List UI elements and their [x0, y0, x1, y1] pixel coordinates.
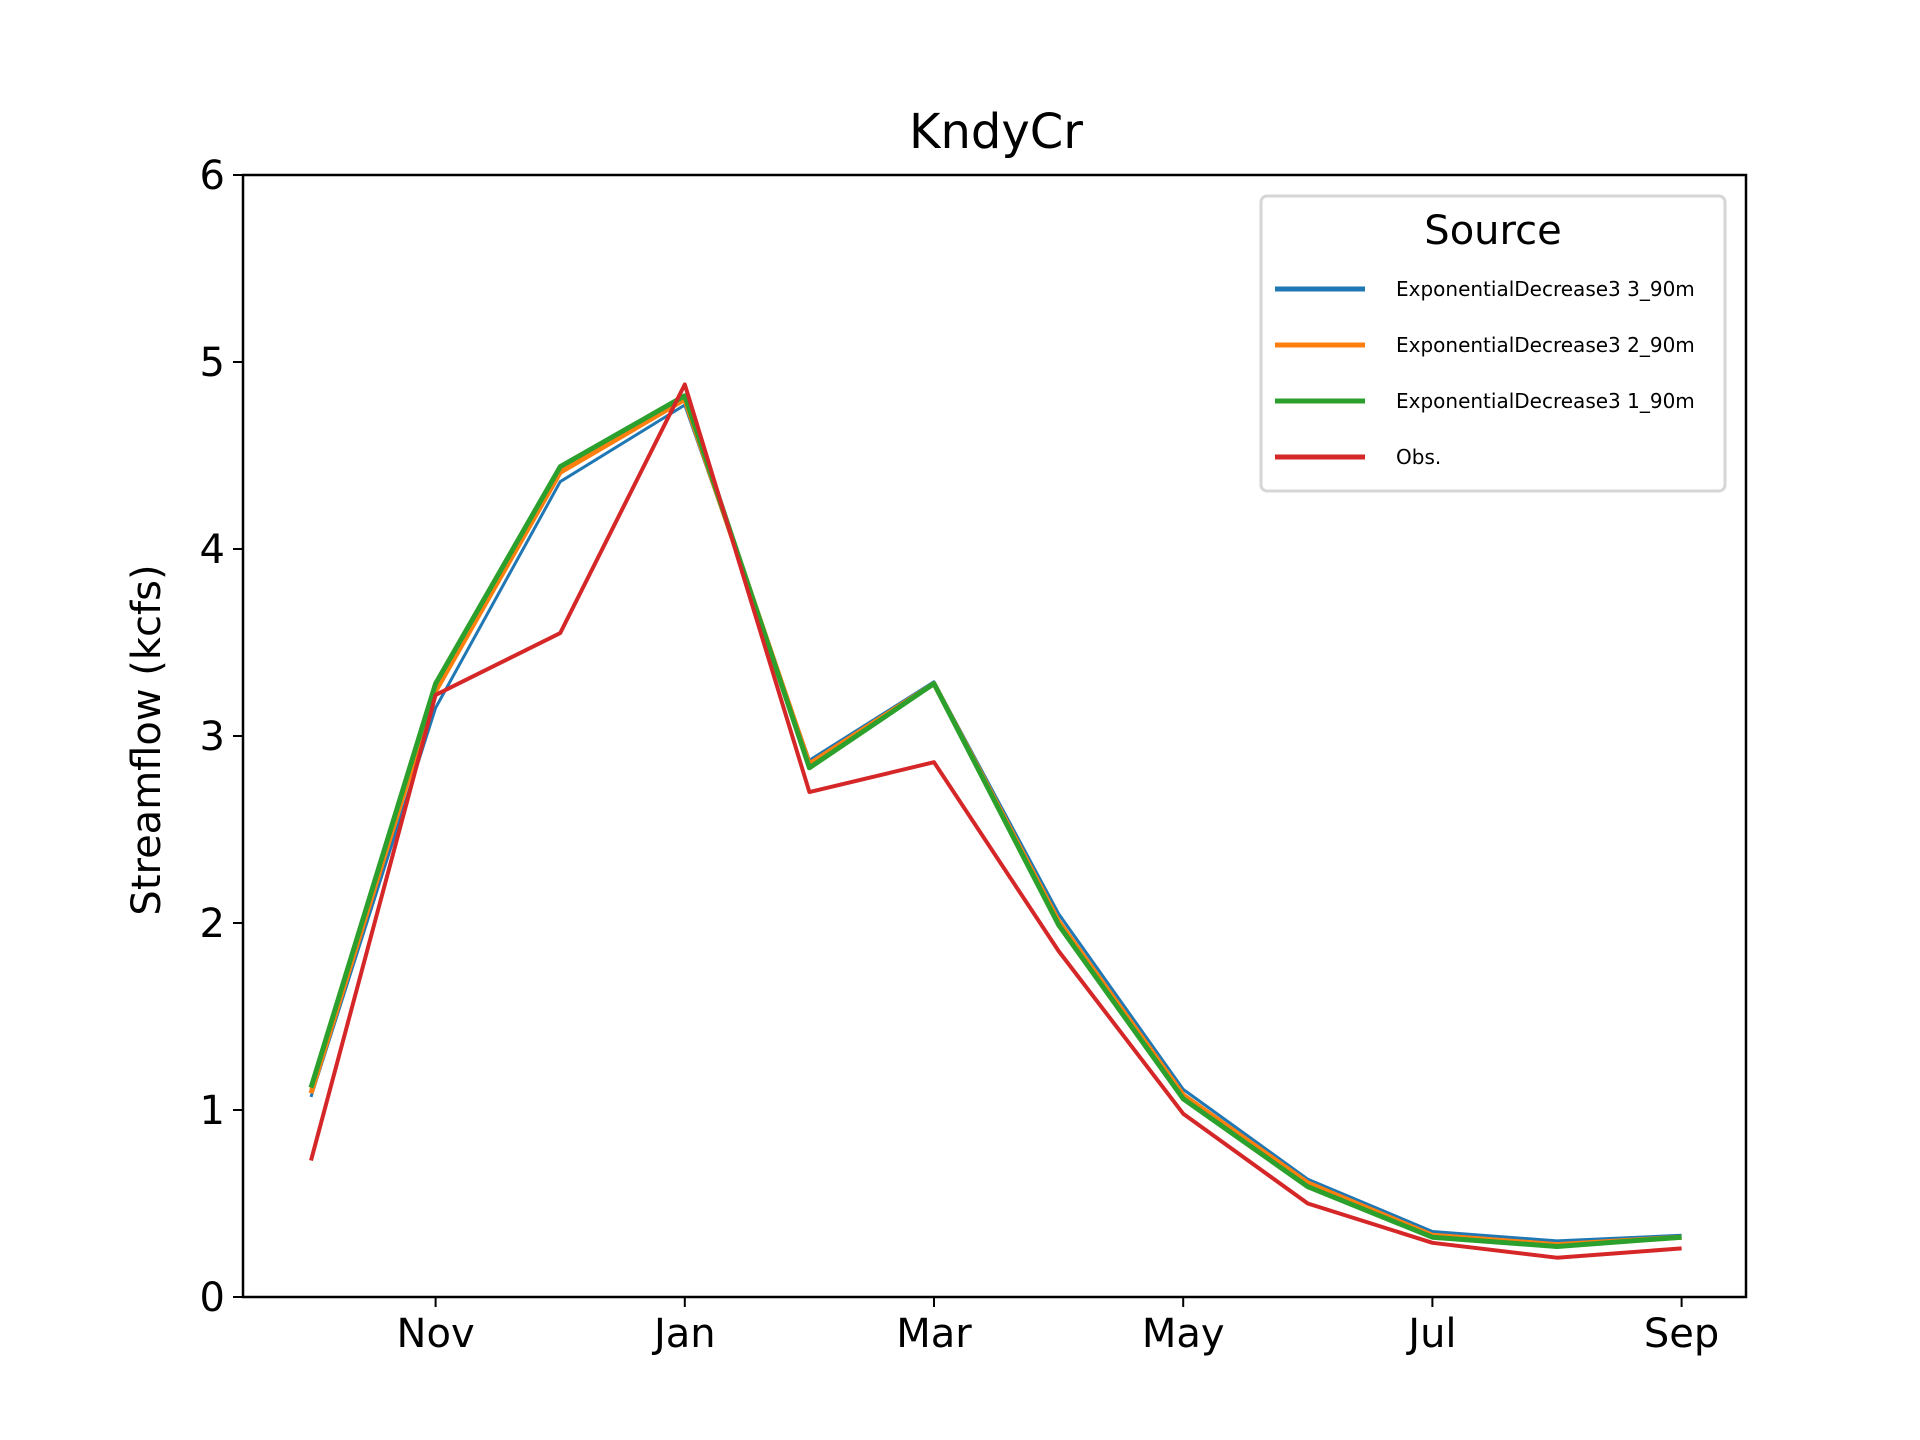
y-axis-ticks: 0 1 2 3 4 5 6: [200, 153, 243, 1321]
series-line-3: [308, 393, 1682, 1249]
x-axis-ticks: Nov Jan Mar May Jul Sep: [397, 1297, 1719, 1357]
series-line-4: [309, 382, 1682, 1260]
y-tick-label: 3: [200, 714, 225, 760]
y-tick-label: 5: [200, 340, 225, 386]
legend-label: ExponentialDecrease3 3_90m: [1396, 277, 1695, 301]
legend-title: Source: [1424, 208, 1561, 254]
y-tick-label: 1: [200, 1088, 225, 1134]
x-tick-label: May: [1142, 1311, 1225, 1357]
series-lines: [308, 382, 1682, 1260]
x-tick-label: Sep: [1644, 1311, 1719, 1357]
y-tick-label: 0: [200, 1275, 225, 1321]
legend-box: [1259, 194, 1727, 493]
y-tick-label: 4: [200, 527, 225, 573]
legend-label: ExponentialDecrease3 2_90m: [1396, 333, 1695, 357]
y-axis-label: Streamflow (kcfs): [124, 564, 170, 915]
plot-frame: [241, 173, 1748, 1299]
legend-label: ExponentialDecrease3 1_90m: [1396, 389, 1695, 413]
x-tick-label: Nov: [397, 1311, 475, 1357]
x-tick-label: Mar: [896, 1311, 972, 1357]
y-tick-label: 6: [200, 153, 225, 199]
legend: Source ExponentialDecrease3 3_90mExponen…: [1259, 194, 1727, 493]
legend-label: Obs.: [1396, 445, 1441, 469]
x-tick-label: Jan: [651, 1311, 716, 1357]
y-tick-label: 2: [200, 901, 225, 947]
legend-entries: ExponentialDecrease3 3_90m ExponentialDec…: [1275, 277, 1695, 469]
chart-title: KndyCr: [909, 104, 1083, 160]
x-tick-label: Jul: [1405, 1311, 1456, 1357]
